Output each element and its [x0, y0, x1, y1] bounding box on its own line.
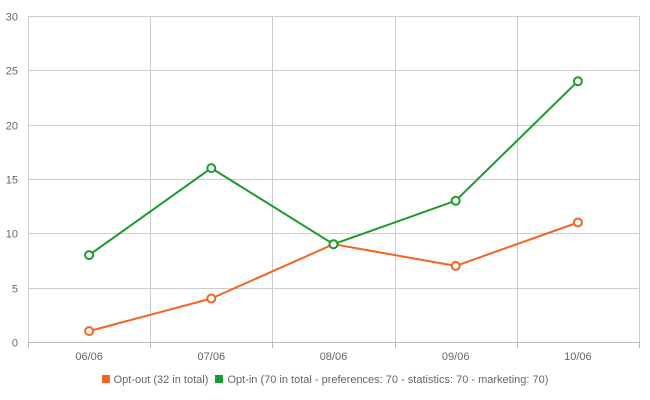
series-0: [84, 217, 583, 337]
y-tick-label: 25: [6, 66, 18, 78]
data-point: [206, 293, 217, 304]
data-point: [572, 217, 583, 228]
data-point: [84, 326, 95, 337]
y-tick-label: 5: [12, 284, 18, 296]
series-line: [88, 80, 579, 256]
x-tick-label: 06/06: [75, 351, 103, 363]
legend-label-opt-in: Opt-in (70 in total - preferences: 70 - …: [227, 374, 549, 386]
legend-label-opt-out: Opt-out (32 in total): [113, 374, 209, 386]
x-tick-label: 09/06: [442, 351, 470, 363]
x-tick-label: 07/06: [198, 351, 226, 363]
data-point: [450, 195, 461, 206]
legend: Opt-out (32 in total) Opt-in (70 in tota…: [0, 374, 650, 386]
legend-swatch-opt-in: [215, 375, 224, 383]
y-tick-label: 20: [6, 121, 18, 133]
data-point: [450, 260, 461, 271]
data-point: [206, 163, 217, 174]
series-group: [84, 76, 583, 337]
x-tick-label: 10/06: [564, 351, 592, 363]
data-point: [572, 76, 583, 87]
legend-item-opt-out[interactable]: Opt-out (32 in total): [101, 374, 209, 386]
y-tick-label: 0: [12, 338, 18, 350]
data-point: [328, 239, 339, 250]
y-tick-label: 10: [6, 229, 18, 241]
y-tick-label: 15: [6, 175, 18, 187]
axes: 0 5 10 15 20 25 30 06/06 07/06 08/06 09/06 10/06: [6, 12, 640, 363]
series-1: [84, 76, 583, 261]
legend-item-opt-in[interactable]: Opt-in (70 in total - preferences: 70 - …: [215, 374, 548, 386]
y-tick-label: 30: [6, 12, 18, 24]
legend-swatch-opt-out: [101, 375, 110, 383]
x-tick-label: 08/06: [320, 351, 348, 363]
data-point: [84, 250, 95, 261]
series-line: [88, 221, 579, 333]
grid: [28, 16, 640, 342]
